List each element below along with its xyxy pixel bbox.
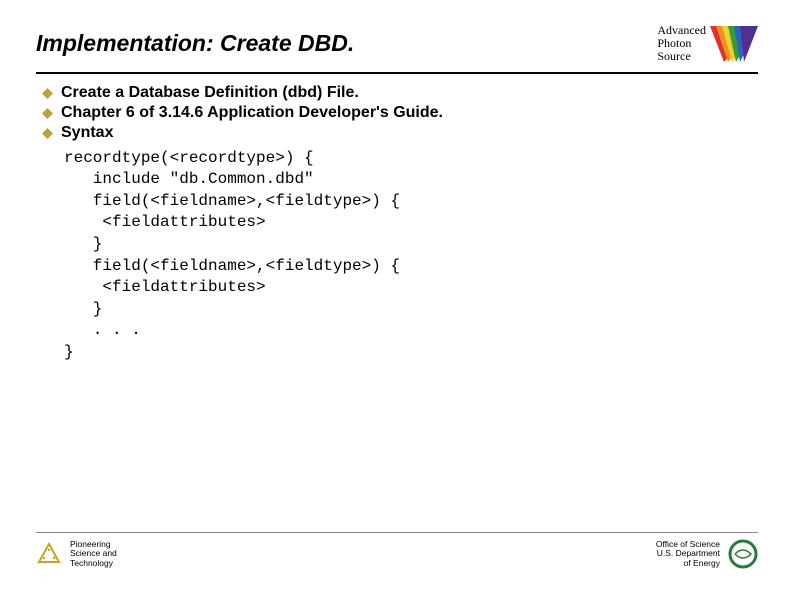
- footer-line-text: of Energy: [656, 559, 720, 568]
- slide-header: Implementation: Create DBD. Advanced Pho…: [36, 24, 758, 74]
- bullet-list: Create a Database Definition (dbd) File.…: [36, 84, 758, 142]
- slide-container: Implementation: Create DBD. Advanced Pho…: [0, 0, 794, 595]
- bullet-item: Chapter 6 of 3.14.6 Application Develope…: [42, 104, 758, 122]
- diamond-icon: [42, 128, 53, 139]
- aps-logo: Advanced Photon Source: [657, 24, 758, 64]
- anl-logo-icon: [36, 541, 62, 567]
- slide-title: Implementation: Create DBD.: [36, 24, 354, 57]
- footer-line-text: Technology: [70, 559, 117, 568]
- diamond-icon: [42, 88, 53, 99]
- bullet-text: Create a Database Definition (dbd) File.: [61, 84, 359, 102]
- bullet-item: Create a Database Definition (dbd) File.: [42, 84, 758, 102]
- bullet-text: Syntax: [61, 124, 113, 142]
- footer-right-text: Office of Science U.S. Department of Ene…: [656, 540, 720, 568]
- code-block: recordtype(<recordtype>) { include "db.C…: [36, 148, 758, 364]
- aps-logo-line: Source: [657, 50, 706, 63]
- bullet-item: Syntax: [42, 124, 758, 142]
- footer-left-text: Pioneering Science and Technology: [70, 540, 117, 568]
- footer-left: Pioneering Science and Technology: [36, 540, 117, 568]
- diamond-icon: [42, 108, 53, 119]
- footer-divider: [36, 532, 758, 533]
- footer-content: Pioneering Science and Technology Office…: [36, 539, 758, 569]
- footer-right: Office of Science U.S. Department of Ene…: [656, 539, 758, 569]
- bullet-text: Chapter 6 of 3.14.6 Application Develope…: [61, 104, 443, 122]
- aps-logo-text: Advanced Photon Source: [657, 24, 706, 64]
- rainbow-icon: [710, 26, 758, 62]
- slide-footer: Pioneering Science and Technology Office…: [36, 532, 758, 569]
- doe-logo-icon: [728, 539, 758, 569]
